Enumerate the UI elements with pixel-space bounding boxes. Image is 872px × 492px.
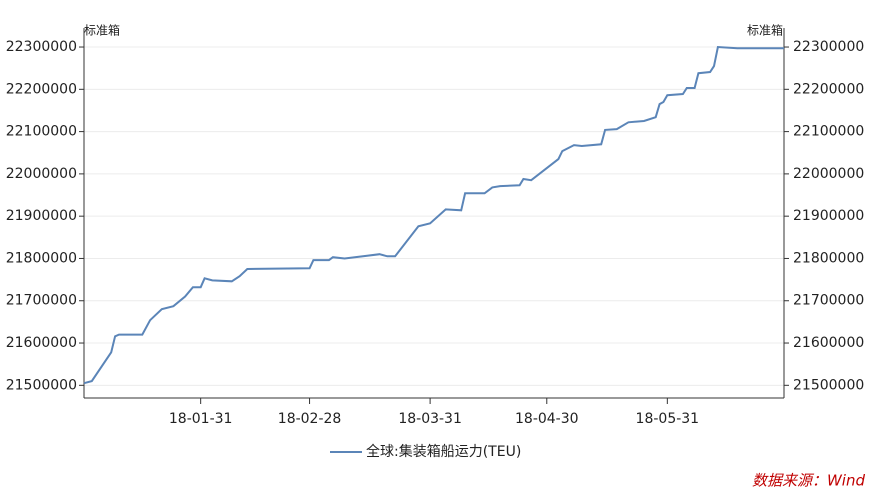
x-tick-label: 18-05-31 xyxy=(636,411,700,427)
y2-tick-label: 22100000 xyxy=(793,124,864,140)
source: 数据来源：Wind xyxy=(752,472,866,490)
y2-tick-label: 22200000 xyxy=(793,81,864,97)
x-tick-label: 18-04-30 xyxy=(515,411,579,427)
y2-tick-label: 22300000 xyxy=(793,39,864,55)
y2-tick-label: 21800000 xyxy=(793,250,864,266)
y-tick-label: 21800000 xyxy=(6,250,77,266)
x-tick-label: 18-02-28 xyxy=(278,411,342,427)
data-line xyxy=(83,45,784,385)
y-tick-label: 22300000 xyxy=(6,39,77,55)
y2-unit: 标准箱 xyxy=(747,23,783,38)
x-tick-label: 18-03-31 xyxy=(398,411,462,427)
y-unit: 标准箱 xyxy=(84,23,120,38)
legend-label: 全球:集装箱船运力(TEU) xyxy=(366,443,521,460)
y-tick-label: 22200000 xyxy=(6,81,77,97)
y2-tick-label: 21900000 xyxy=(793,208,864,224)
y-tick-label: 22100000 xyxy=(6,124,77,140)
y2-tick-label: 21700000 xyxy=(793,293,864,309)
y-tick-label: 21500000 xyxy=(6,377,77,393)
x-tick-label: 18-01-31 xyxy=(169,411,233,427)
y2-tick-label: 22000000 xyxy=(793,166,864,182)
y-tick-label: 21700000 xyxy=(6,293,77,309)
y-tick-label: 21600000 xyxy=(6,335,77,351)
y-tick-label: 22000000 xyxy=(6,166,77,182)
y2-tick-label: 21500000 xyxy=(793,377,864,393)
y-tick-label: 21900000 xyxy=(6,208,77,224)
y2-tick-label: 21600000 xyxy=(793,335,864,351)
